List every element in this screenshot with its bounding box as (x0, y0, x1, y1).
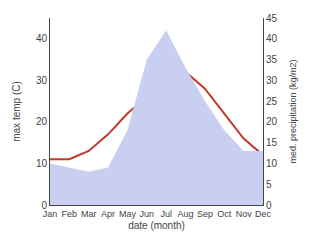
svg-text:May: May (119, 209, 137, 219)
svg-text:40: 40 (266, 33, 278, 44)
svg-text:35: 35 (266, 54, 278, 65)
svg-text:5: 5 (266, 179, 272, 190)
svg-text:Sep: Sep (197, 209, 213, 219)
svg-text:Aug: Aug (178, 209, 194, 219)
svg-text:30: 30 (36, 75, 48, 86)
svg-text:med. precipitation (kg/m2): med. precipitation (kg/m2) (288, 59, 298, 163)
svg-text:Dec: Dec (255, 209, 272, 219)
svg-text:10: 10 (266, 158, 278, 169)
svg-text:Jul: Jul (160, 209, 172, 219)
svg-text:Jun: Jun (140, 209, 155, 219)
svg-text:0: 0 (266, 200, 272, 211)
svg-text:Apr: Apr (101, 209, 115, 219)
svg-text:10: 10 (36, 158, 48, 169)
svg-text:0: 0 (41, 200, 47, 211)
svg-text:20: 20 (266, 116, 278, 127)
svg-text:15: 15 (266, 137, 278, 148)
svg-text:Jan: Jan (43, 209, 58, 219)
svg-text:date (month): date (month) (128, 220, 185, 231)
svg-text:20: 20 (36, 116, 48, 127)
svg-text:Oct: Oct (217, 209, 232, 219)
svg-text:40: 40 (36, 33, 48, 44)
svg-text:25: 25 (266, 96, 278, 107)
svg-text:Feb: Feb (62, 209, 78, 219)
svg-text:30: 30 (266, 75, 278, 86)
svg-text:Nov: Nov (236, 209, 253, 219)
svg-text:Mar: Mar (81, 209, 97, 219)
svg-text:max temp (C): max temp (C) (11, 81, 22, 142)
svg-text:45: 45 (266, 13, 278, 24)
